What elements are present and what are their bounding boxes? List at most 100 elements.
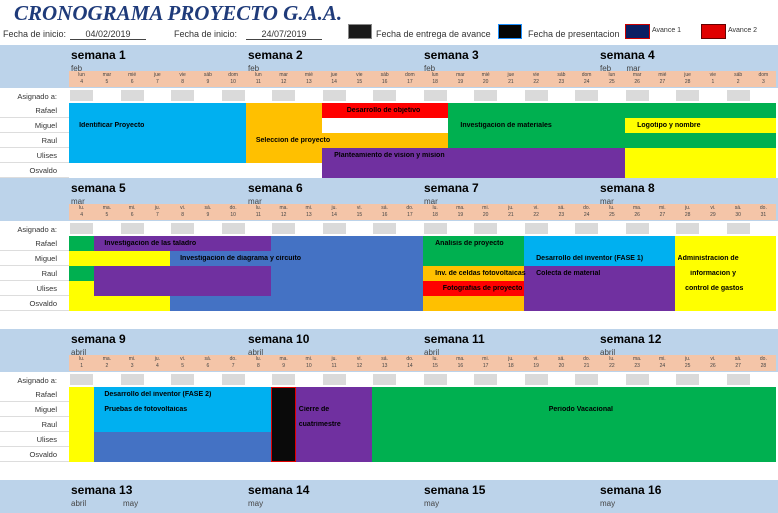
task-bar xyxy=(271,266,423,281)
day-number: 25 xyxy=(609,79,615,85)
day-number: 17 xyxy=(482,363,489,369)
legend-label-entrega: Fecha de entrega de avance xyxy=(376,29,491,39)
month-label: abril xyxy=(248,348,264,357)
task-label: Logotipo y nombre xyxy=(637,122,701,129)
day-name: vi. xyxy=(533,356,539,362)
day-name: mi. xyxy=(659,356,666,362)
day-number: 3 xyxy=(761,79,765,85)
calendar-cell xyxy=(625,374,649,385)
day-name: vi. xyxy=(710,356,716,362)
day-name: lu. xyxy=(609,356,615,362)
week-label: semana 3 xyxy=(424,48,479,62)
calendar-cell xyxy=(625,90,649,101)
day-number: 7 xyxy=(155,212,159,218)
day-name: ju. xyxy=(508,356,514,362)
day-number: 27 xyxy=(659,212,666,218)
task-label: Colecta de material xyxy=(536,270,601,277)
task-bar xyxy=(422,251,524,266)
row-divider xyxy=(0,416,69,417)
day-name: mié xyxy=(128,72,137,78)
day-number: 28 xyxy=(760,363,767,369)
day-name: mar xyxy=(632,72,642,78)
day-name: dom xyxy=(405,72,415,78)
day-name: ma. xyxy=(279,356,288,362)
day-name: sá. xyxy=(734,356,742,362)
day-name: mi. xyxy=(482,205,489,211)
person-label: Raul xyxy=(41,420,57,429)
legend-swatch-avance1 xyxy=(625,24,650,39)
task-bar xyxy=(675,236,776,311)
legend-swatch-presentacion xyxy=(498,24,522,39)
day-number: 22 xyxy=(533,212,539,218)
task-bar xyxy=(271,281,423,296)
day-name: vie xyxy=(356,72,363,78)
day-name: lu. xyxy=(78,356,85,362)
calendar-cell xyxy=(524,90,548,101)
day-name: do. xyxy=(406,356,414,362)
row-divider xyxy=(0,147,69,148)
day-number: 22 xyxy=(609,363,615,369)
day-number: 8 xyxy=(181,212,185,218)
task-bar xyxy=(422,296,524,311)
assigned-label: Asignado a: xyxy=(17,92,57,101)
task-bar xyxy=(245,103,322,163)
row-divider xyxy=(0,295,69,296)
calendar-cell xyxy=(221,374,245,385)
week-label: semana 1 xyxy=(71,48,126,62)
row-divider xyxy=(0,162,69,163)
days-strip xyxy=(69,355,776,371)
day-number: 15 xyxy=(356,79,363,85)
start-date-value[interactable]: 04/02/2019 xyxy=(70,29,146,40)
month-label: feb xyxy=(424,64,436,73)
week-label: semana 16 xyxy=(600,483,662,497)
task-bar xyxy=(523,266,675,281)
calendar-cell xyxy=(171,90,195,101)
end-date-value[interactable]: 24/07/2019 xyxy=(246,29,322,40)
day-name: vi. xyxy=(180,205,186,211)
day-number: 5 xyxy=(105,212,109,218)
task-bar xyxy=(523,281,675,296)
calendar-cell xyxy=(726,90,750,101)
month-label: may xyxy=(600,499,616,508)
row-divider xyxy=(0,177,69,178)
day-name: mi. xyxy=(659,205,666,211)
assigned-label: Asignado a: xyxy=(17,225,57,234)
person-label: Ulises xyxy=(36,284,57,293)
day-name: lu. xyxy=(432,205,438,211)
row-divider xyxy=(0,461,69,462)
task-label: Inv. de celdas fotovoltaicas xyxy=(435,270,526,277)
calendar-cell xyxy=(120,223,144,234)
week-label: semana 7 xyxy=(424,181,479,195)
day-name: mar xyxy=(102,72,112,78)
calendar-cell xyxy=(726,223,750,234)
person-label: Rafael xyxy=(35,106,57,115)
day-number: 20 xyxy=(482,79,489,85)
person-label: Rafael xyxy=(35,239,57,248)
day-name: mar xyxy=(279,72,288,78)
calendar-cell xyxy=(423,223,447,234)
day-number: 16 xyxy=(381,212,388,218)
row-divider xyxy=(0,132,69,133)
week-label: semana 12 xyxy=(600,332,662,346)
calendar-cell xyxy=(676,223,700,234)
month-label: feb xyxy=(600,64,612,73)
day-name: mié xyxy=(304,72,313,78)
day-name: sá. xyxy=(381,205,388,211)
task-bar xyxy=(447,118,625,133)
day-name: do. xyxy=(759,205,767,211)
day-number: 10 xyxy=(230,79,236,85)
day-number: 5 xyxy=(105,79,109,85)
day-number: 11 xyxy=(255,79,261,85)
day-number: 5 xyxy=(181,363,185,369)
calendar-cell xyxy=(221,223,245,234)
day-name: mié xyxy=(658,72,667,78)
month-label: may xyxy=(123,499,139,508)
task-bar xyxy=(523,251,675,266)
calendar-cell xyxy=(70,223,94,234)
day-number: 8 xyxy=(256,363,260,369)
task-bar xyxy=(296,387,372,462)
task-bar xyxy=(94,266,271,281)
task-label: Pruebas de fotovoltaicas xyxy=(104,406,188,413)
day-name: ju. xyxy=(684,205,691,211)
task-label: Planteamiento de vision y mision xyxy=(334,152,445,159)
